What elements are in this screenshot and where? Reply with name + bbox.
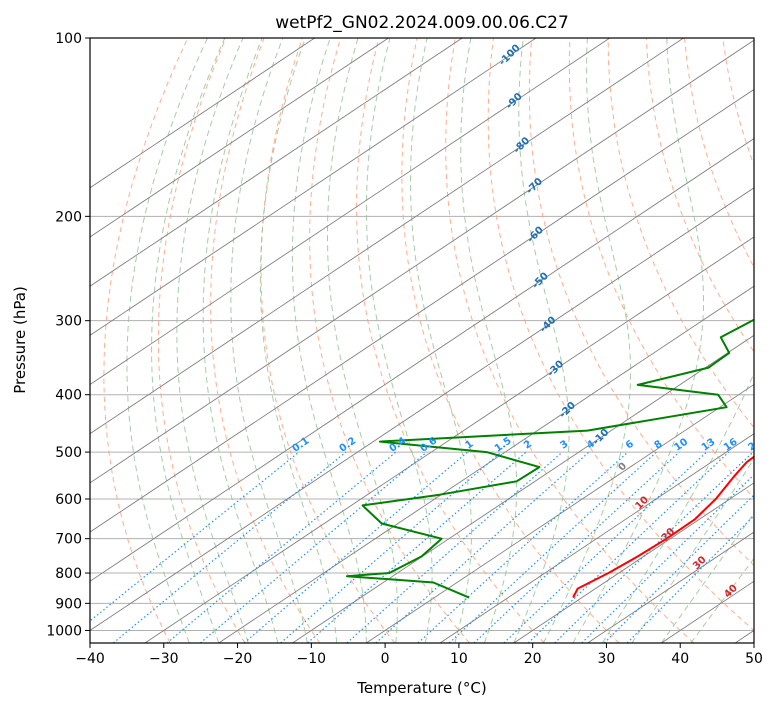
x-axis-label: Temperature (°C) xyxy=(356,679,486,697)
moist-adiabats xyxy=(126,38,754,643)
y-tick-label: 200 xyxy=(55,209,82,225)
isotherm-line xyxy=(292,334,754,643)
plot-area: -100-90-80-70-60-50-40-30-20-100.1 0.2 0.4… xyxy=(90,38,764,643)
moist-adiabat xyxy=(126,38,208,643)
dry-adiabat xyxy=(355,38,545,643)
isotherm-line xyxy=(90,88,754,533)
y-tick-label: 300 xyxy=(55,314,82,330)
mixing-ratio-label: 20 xyxy=(746,437,764,454)
x-tick-label: 0 xyxy=(381,651,390,667)
isotherm-line xyxy=(90,187,754,631)
y-tick-label: 500 xyxy=(55,445,82,461)
moist-adiabat xyxy=(460,38,518,643)
mixing-ratio-line xyxy=(503,451,708,643)
moist-adiabat xyxy=(230,38,308,643)
isotherm-line xyxy=(90,38,463,287)
chart-title: wetPf2_GN02.2024.009.00.06.C27 xyxy=(275,13,569,33)
x-tick-label: 50 xyxy=(745,651,763,667)
moist-adiabat xyxy=(202,38,279,643)
profile-series xyxy=(345,318,754,599)
isotherm-line xyxy=(90,38,537,336)
x-tick-label: −10 xyxy=(297,651,327,667)
isotherm-line xyxy=(90,38,684,435)
x-tick-label: 10 xyxy=(450,651,468,667)
isotherm-line xyxy=(90,38,611,386)
isotherm-line xyxy=(439,433,754,643)
y-tick-label: 600 xyxy=(55,492,82,508)
mixing-ratio-line xyxy=(603,494,754,643)
x-tick-label: 30 xyxy=(598,651,616,667)
dewpoint-profile-line xyxy=(345,318,754,599)
mixing-ratio-line xyxy=(554,451,754,643)
dry-adiabat xyxy=(157,38,246,643)
moist-adiabat xyxy=(572,38,704,643)
y-tick-label: 800 xyxy=(55,566,82,582)
y-axis-ticks: 100 200 300 400 500 600 700 800 900 1000 xyxy=(46,31,90,639)
y-tick-label: 1000 xyxy=(46,623,82,639)
moist-adiabat xyxy=(601,371,754,643)
moist-adiabat xyxy=(631,457,754,643)
y-tick-label: 100 xyxy=(55,31,82,47)
moist-adiabat xyxy=(366,38,433,643)
moist-adiabat xyxy=(151,38,226,643)
moist-adiabat xyxy=(513,38,570,643)
x-tick-label: 40 xyxy=(671,651,689,667)
moist-adiabat xyxy=(259,38,338,643)
dry-adiabat xyxy=(487,38,754,632)
x-tick-label: −40 xyxy=(75,651,105,667)
x-tick-label: 20 xyxy=(524,651,542,667)
moist-adiabat xyxy=(327,38,398,643)
dry-adiabat xyxy=(445,38,695,643)
x-axis-ticks: −40 −30 −20 −10 0 10 20 30 40 50 xyxy=(75,643,763,667)
mixing-ratio-line xyxy=(448,451,657,643)
mixing-ratio-line xyxy=(473,451,680,643)
dry-adiabat xyxy=(401,38,620,643)
plot-frame xyxy=(89,37,755,644)
x-tick-label: −30 xyxy=(149,651,179,667)
mixing-ratio-line xyxy=(375,451,590,643)
isotherm-line xyxy=(90,39,754,484)
dry-adiabat xyxy=(309,38,470,643)
mixing-ratio-line xyxy=(112,451,347,643)
mixing-ratio-line xyxy=(90,451,300,622)
moist-adiabat xyxy=(410,38,472,643)
mixing-ratio-line xyxy=(581,474,754,643)
mixing-ratio-line xyxy=(199,451,428,643)
mixing-ratio-line xyxy=(346,451,563,643)
x-tick-label: −20 xyxy=(223,651,253,667)
moist-adiabat xyxy=(176,38,249,643)
isotherm-line xyxy=(144,236,754,643)
isotherm-line xyxy=(587,531,754,643)
y-tick-label: 400 xyxy=(55,388,82,404)
moist-adiabat xyxy=(661,512,754,643)
dry-adiabat xyxy=(607,38,754,429)
isotherm-line xyxy=(218,285,754,643)
mixing-ratio-lines xyxy=(90,451,754,643)
temperature-profile-line xyxy=(572,455,754,599)
mixing-ratio-line xyxy=(626,515,754,643)
dry-adiabat xyxy=(528,38,754,567)
mixing-ratio-line xyxy=(280,451,502,643)
y-tick-label: 700 xyxy=(55,532,82,548)
y-tick-label: 900 xyxy=(55,596,82,612)
y-axis-label: Pressure (hPa) xyxy=(11,286,29,394)
moist-adiabat xyxy=(291,38,367,643)
isotherm-line xyxy=(366,383,754,643)
dry-adiabat xyxy=(103,38,189,643)
moist-adiabat xyxy=(690,557,754,643)
mixing-ratio-line xyxy=(166,451,397,643)
isotherm-line xyxy=(90,38,315,189)
isotherm-line xyxy=(90,38,389,238)
mixing-ratio-line xyxy=(527,451,730,643)
isotherm-line xyxy=(513,482,754,643)
